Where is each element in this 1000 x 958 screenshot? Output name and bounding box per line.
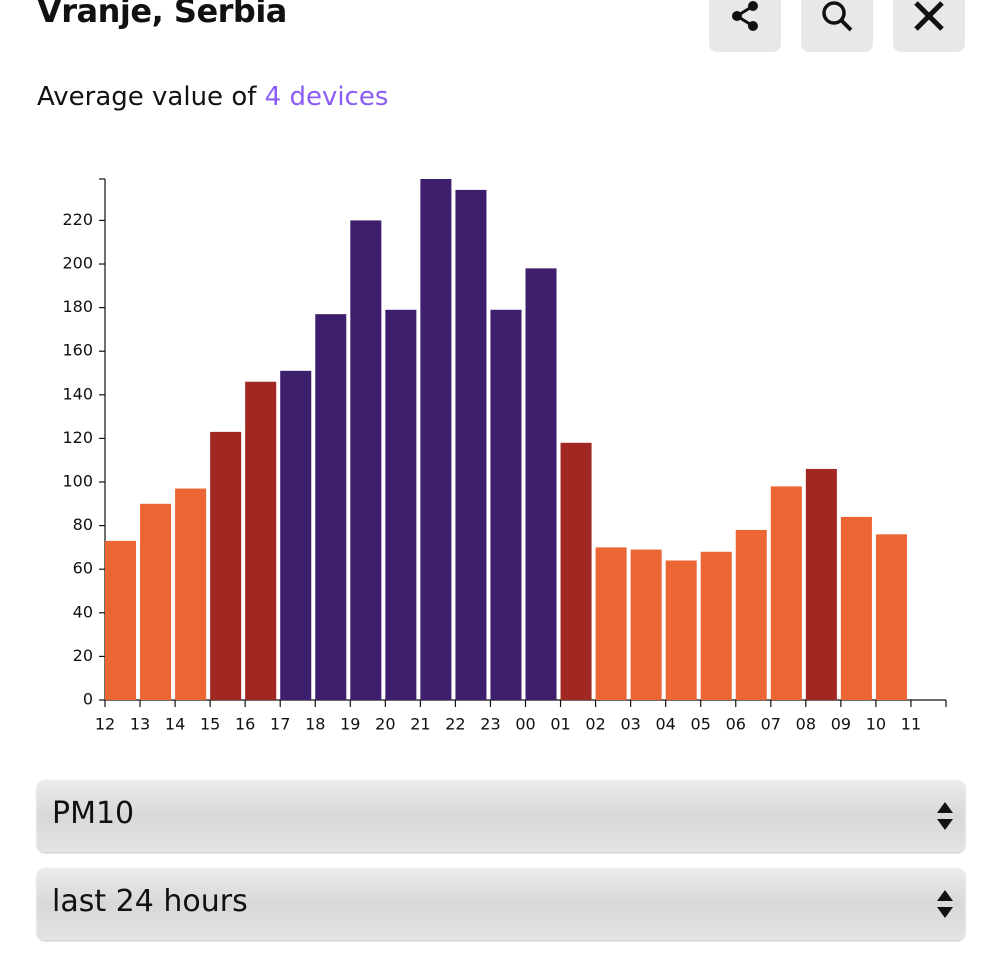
- bar: [105, 540, 137, 700]
- bar: [245, 381, 277, 700]
- y-tick-label: 180: [62, 297, 93, 316]
- bar: [350, 220, 382, 701]
- y-tick-label: 80: [73, 515, 93, 534]
- x-tick-label: 09: [831, 715, 851, 734]
- y-tick-label: 100: [62, 472, 93, 491]
- x-tick-label: 03: [620, 715, 640, 734]
- bar: [595, 547, 627, 700]
- close-button[interactable]: [893, 0, 965, 52]
- bar: [735, 529, 767, 700]
- x-tick-label: 19: [340, 715, 360, 734]
- bar: [840, 516, 872, 700]
- subtitle-text: Average value of: [37, 82, 257, 112]
- bar: [315, 314, 347, 700]
- bar: [875, 534, 907, 700]
- pollutant-select[interactable]: PM10: [37, 780, 965, 852]
- x-tick-label: 21: [410, 715, 430, 734]
- share-button[interactable]: [709, 0, 781, 52]
- y-tick-label: 160: [62, 341, 93, 360]
- x-tick-label: 01: [550, 715, 570, 734]
- pollutant-value: PM10: [52, 796, 135, 831]
- y-tick-label: 0: [83, 690, 93, 709]
- period-select[interactable]: last 24 hours: [37, 868, 965, 940]
- x-tick-label: 02: [585, 715, 605, 734]
- bar: [700, 551, 732, 700]
- search-button[interactable]: [801, 0, 873, 52]
- devices-link[interactable]: 4 devices: [264, 82, 389, 112]
- bar: [560, 442, 592, 700]
- x-tick-label: 11: [901, 715, 921, 734]
- x-tick-label: 05: [691, 715, 711, 734]
- bar: [280, 370, 312, 700]
- subtitle: Average value of 4 devices: [37, 82, 388, 112]
- x-tick-label: 23: [480, 715, 500, 734]
- y-tick-label: 60: [73, 559, 93, 578]
- x-tick-label: 18: [305, 715, 325, 734]
- bar: [385, 309, 417, 700]
- bar: [525, 268, 557, 700]
- bar: [455, 189, 487, 700]
- select-arrows: [937, 802, 953, 830]
- x-tick-label: 04: [655, 715, 675, 734]
- y-tick-label: 20: [73, 646, 93, 665]
- bar: [210, 431, 242, 700]
- bar: [770, 486, 802, 700]
- close-icon: [914, 1, 944, 31]
- period-value: last 24 hours: [52, 884, 248, 919]
- bar: [140, 503, 172, 700]
- bar: [630, 549, 662, 700]
- bar: [805, 468, 837, 700]
- bar: [665, 560, 697, 700]
- y-tick-label: 220: [62, 210, 93, 229]
- x-tick-label: 20: [375, 715, 395, 734]
- x-tick-label: 15: [200, 715, 220, 734]
- bar: [175, 488, 207, 700]
- x-tick-label: 08: [796, 715, 816, 734]
- bar: [420, 179, 452, 700]
- x-tick-label: 17: [270, 715, 290, 734]
- y-tick-label: 200: [62, 254, 93, 273]
- y-tick-label: 120: [62, 428, 93, 447]
- select-arrows: [937, 890, 953, 918]
- x-tick-label: 13: [130, 715, 150, 734]
- x-tick-label: 06: [726, 715, 746, 734]
- y-tick-label: 40: [73, 602, 93, 621]
- x-tick-label: 12: [95, 715, 115, 734]
- x-tick-label: 10: [866, 715, 886, 734]
- y-tick-label: 140: [62, 384, 93, 403]
- location-title: Vranje, Serbia: [37, 0, 287, 30]
- x-tick-label: 07: [761, 715, 781, 734]
- search-icon: [822, 1, 853, 32]
- x-tick-label: 14: [165, 715, 185, 734]
- share-icon: [732, 1, 758, 31]
- x-tick-label: 16: [235, 715, 255, 734]
- x-tick-label: 22: [445, 715, 465, 734]
- bar: [490, 309, 522, 700]
- x-tick-label: 00: [515, 715, 535, 734]
